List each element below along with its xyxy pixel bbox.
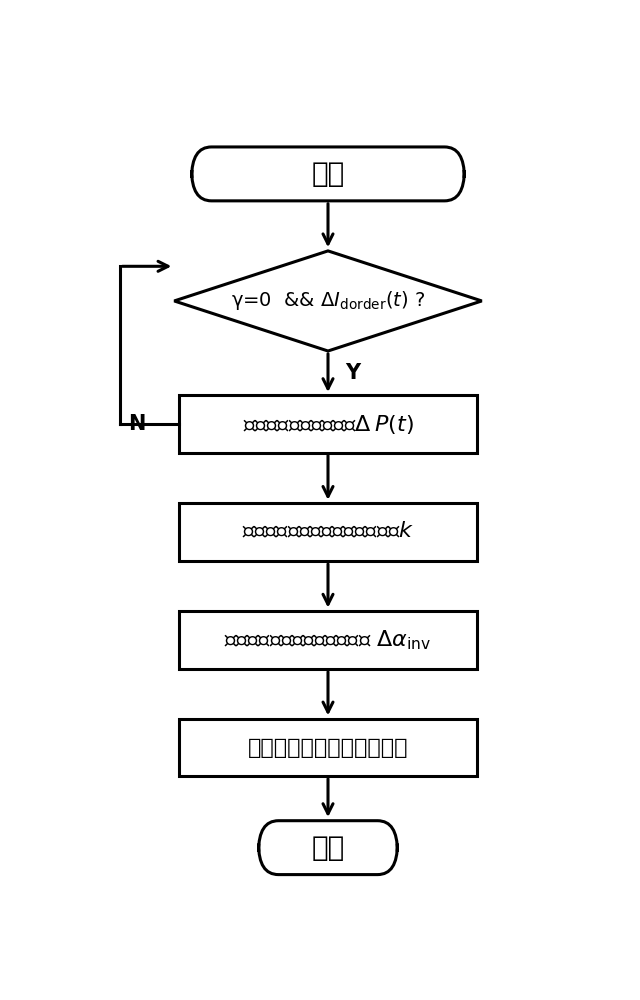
Text: 计算直流功率恢复速度Δ $P$($t$): 计算直流功率恢复速度Δ $P$($t$) [243,413,413,436]
Text: 开始: 开始 [312,160,344,188]
Text: Y: Y [346,363,360,383]
Text: γ=0  && Δ$I_{\rm dorder}$($t$) ?: γ=0 && Δ$I_{\rm dorder}$($t$) ? [231,289,425,312]
Text: 将其叠加至逆变侧输出环节: 将其叠加至逆变侧输出环节 [248,738,408,758]
Polygon shape [174,251,482,351]
Bar [179,611,477,669]
Bar [179,719,477,776]
FancyBboxPatch shape [191,147,465,201]
FancyBboxPatch shape [259,821,397,875]
Text: 根据电压跳落程度计算转化系数$k$: 根据电压跳落程度计算转化系数$k$ [242,522,414,542]
Bar [179,503,477,561]
Text: 结束: 结束 [312,834,344,862]
Text: N: N [129,414,146,434]
Text: 生成逆变侧超前触发角补偿量 Δ$\alpha_{\rm inv}$: 生成逆变侧超前触发角补偿量 Δ$\alpha_{\rm inv}$ [225,628,431,652]
Bar [179,395,477,453]
